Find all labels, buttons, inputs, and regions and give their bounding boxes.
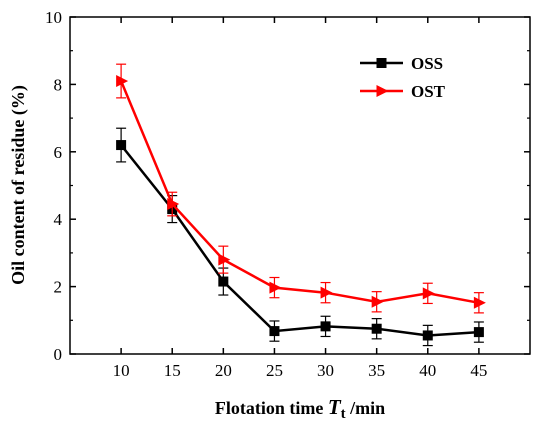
series-line-oss: [120, 144, 479, 337]
data-point: [116, 140, 127, 151]
data-point: [320, 321, 331, 332]
data-point: [269, 281, 282, 294]
x-tick-label: 20: [215, 361, 232, 380]
y-tick-label: 10: [45, 8, 62, 27]
y-axis: 0 2 4 6 8 10: [45, 8, 530, 364]
legend-label: OSS: [411, 54, 443, 73]
y-axis-title: Oil content of residue (%): [8, 85, 29, 285]
series-ost: [116, 63, 486, 314]
legend: OSS OST: [360, 54, 446, 101]
x-tick-label: 25: [266, 361, 283, 380]
data-point: [269, 326, 280, 337]
data-point: [320, 286, 333, 299]
data-point: [371, 323, 382, 334]
data-point: [167, 198, 180, 211]
y-tick-label: 0: [54, 345, 63, 364]
plot-frame: [69, 16, 531, 355]
x-tick-label: 30: [317, 361, 334, 380]
series-line-ost: [119, 80, 480, 305]
series-oss: [116, 127, 484, 347]
x-tick-label: 35: [368, 361, 385, 380]
legend-label: OST: [411, 82, 446, 101]
y-tick-label: 6: [54, 143, 63, 162]
data-point: [116, 75, 129, 88]
x-tick-label: 40: [419, 361, 436, 380]
legend-marker: [376, 58, 387, 68]
x-axis-title: Flotation time Tt /min: [215, 395, 385, 422]
x-axis-title-prefix: Flotation time: [215, 398, 328, 418]
x-tick-label: 10: [113, 361, 130, 380]
x-axis: 10 15 20 25 30 35 40 45: [113, 17, 487, 380]
y-tick-label: 2: [54, 278, 63, 297]
x-axis-title-variable: T: [328, 395, 342, 419]
y-tick-label: 8: [54, 75, 63, 94]
data-point: [218, 253, 231, 266]
data-point: [473, 296, 486, 309]
x-tick-label: 45: [470, 361, 487, 380]
data-point: [422, 287, 435, 300]
x-axis-title-suffix: /min: [346, 398, 386, 418]
y-tick-label: 4: [54, 210, 63, 229]
data-point: [371, 295, 384, 308]
data-point: [473, 327, 484, 338]
data-point: [422, 330, 433, 341]
legend-marker: [376, 85, 389, 97]
series-layer: [116, 63, 486, 347]
x-axis-title-subscript: t: [341, 406, 346, 422]
data-point: [218, 276, 229, 287]
x-tick-label: 15: [164, 361, 181, 380]
